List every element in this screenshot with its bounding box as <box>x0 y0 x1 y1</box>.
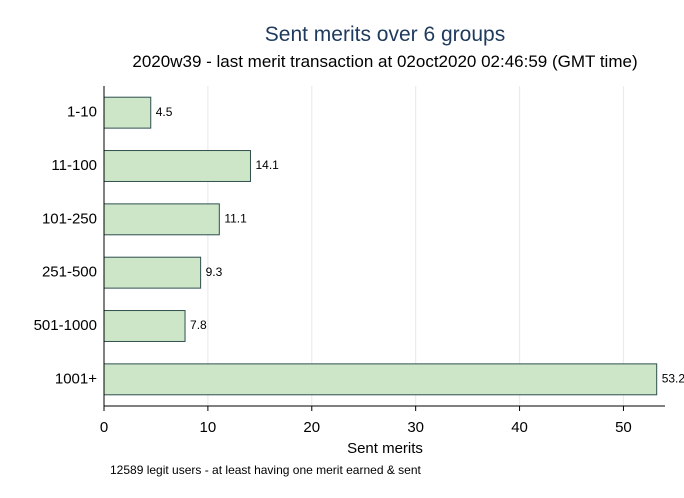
x-tick-label-4: 40 <box>511 419 528 436</box>
chart-subtitle: 2020w39 - last merit transaction at 02oc… <box>132 52 637 71</box>
value-label-5: 53.2 <box>662 372 684 386</box>
x-tick-label-5: 50 <box>615 419 632 436</box>
category-label-3: 251-500 <box>42 264 97 281</box>
x-axis-title: Sent merits <box>347 440 423 457</box>
x-tick-label-0: 0 <box>100 419 108 436</box>
bar-1 <box>103 150 251 182</box>
grid-lines <box>207 86 625 406</box>
x-axis: 0 10 20 30 40 50 <box>100 86 665 436</box>
bar-2 <box>103 203 220 236</box>
bar-0 <box>103 96 152 129</box>
chart-title: Sent merits over 6 groups <box>265 23 505 46</box>
category-label-1: 11-100 <box>51 157 97 174</box>
category-label-5: 1001+ <box>55 370 97 387</box>
value-label-0: 4.5 <box>156 105 173 119</box>
value-label-3: 9.3 <box>206 265 223 279</box>
x-tick-label-3: 30 <box>407 419 424 436</box>
x-tick-label-1: 10 <box>200 419 217 436</box>
category-label-2: 101-250 <box>42 210 97 227</box>
bars: 1-10 4.5 11-100 14.1 101-250 11.1 251-500 9.3 50… <box>34 96 684 396</box>
category-label-4: 501-1000 <box>34 317 97 334</box>
x-tick-label-2: 20 <box>303 419 320 436</box>
value-label-1: 14.1 <box>255 158 279 172</box>
bar-3 <box>103 256 202 289</box>
bar-4 <box>103 310 186 342</box>
category-label-0: 1-10 <box>67 104 97 121</box>
value-label-4: 7.8 <box>190 318 207 332</box>
chart-note: 12589 legit users - at least having one … <box>110 463 422 477</box>
bar-5 <box>103 363 658 396</box>
value-label-2: 11.1 <box>224 212 247 226</box>
